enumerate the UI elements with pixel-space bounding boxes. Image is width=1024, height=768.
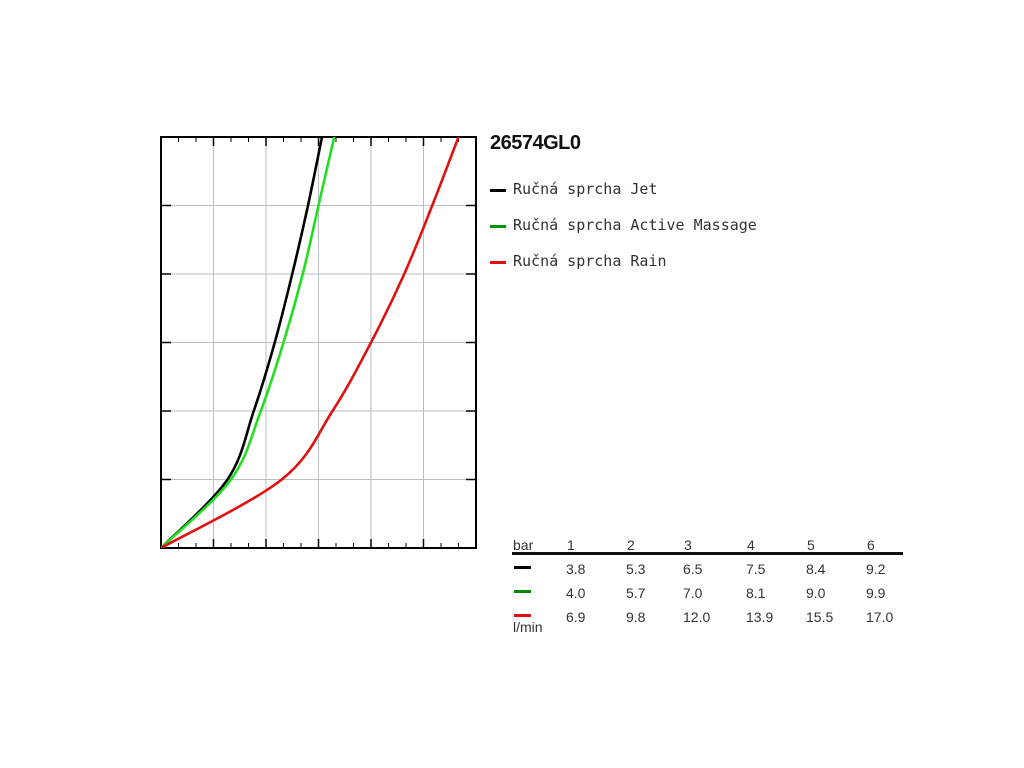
series-line-rucna-sprcha-rain <box>161 137 460 548</box>
table-cell: 8.1 <box>746 585 766 601</box>
table-cell: 5.7 <box>626 585 646 601</box>
table-header-pressure: 6 <box>867 537 875 553</box>
table-cell: 5.3 <box>626 561 646 577</box>
table-cell: 4.0 <box>566 585 586 601</box>
table-row-swatch <box>514 590 531 593</box>
table-cell: 9.0 <box>806 585 826 601</box>
table-unit-lmin: l/min <box>513 619 543 635</box>
table-cell: 7.5 <box>746 561 766 577</box>
table-row-swatch <box>514 566 531 569</box>
table-cell: 7.0 <box>683 585 703 601</box>
legend-swatch <box>490 225 506 228</box>
table-cell: 9.9 <box>866 585 886 601</box>
table-cell: 13.9 <box>746 609 774 625</box>
legend-label: Ručná sprcha Jet <box>513 180 658 198</box>
series-line-rucna-sprcha-active-massage <box>161 137 336 548</box>
plot-frame <box>160 136 477 549</box>
table-cell: 15.5 <box>806 609 834 625</box>
table-cell: 6.5 <box>683 561 703 577</box>
table-header-pressure: 1 <box>567 537 575 553</box>
table-cell: 8.4 <box>806 561 826 577</box>
table-cell: 9.8 <box>626 609 646 625</box>
table-header-pressure: 4 <box>747 537 755 553</box>
series-line-rucna-sprcha-jet <box>161 137 324 548</box>
table-row-swatch <box>514 614 531 617</box>
table-cell: 9.2 <box>866 561 886 577</box>
table-cell: 3.8 <box>566 561 586 577</box>
legend-label: Ručná sprcha Rain <box>513 252 667 270</box>
table-header-pressure: 5 <box>807 537 815 553</box>
chart-title: 26574GL0 <box>490 132 581 154</box>
legend-label: Ručná sprcha Active Massage <box>513 216 757 234</box>
table-header-pressure: 2 <box>627 537 635 553</box>
table-cell: 12.0 <box>683 609 711 625</box>
legend-swatch <box>490 189 506 192</box>
table-cell: 17.0 <box>866 609 894 625</box>
table-cell: 6.9 <box>566 609 586 625</box>
legend-swatch <box>490 261 506 264</box>
table-header-pressure: 3 <box>684 537 692 553</box>
table-header-rule <box>512 552 903 555</box>
table-unit-bar: bar <box>513 537 534 553</box>
flow-table: bar 1 2 3 4 5 6 3.8 5.3 6.5 7.5 8.4 9.2 4.0 5.7 7.0 8.1 9… <box>512 536 904 636</box>
